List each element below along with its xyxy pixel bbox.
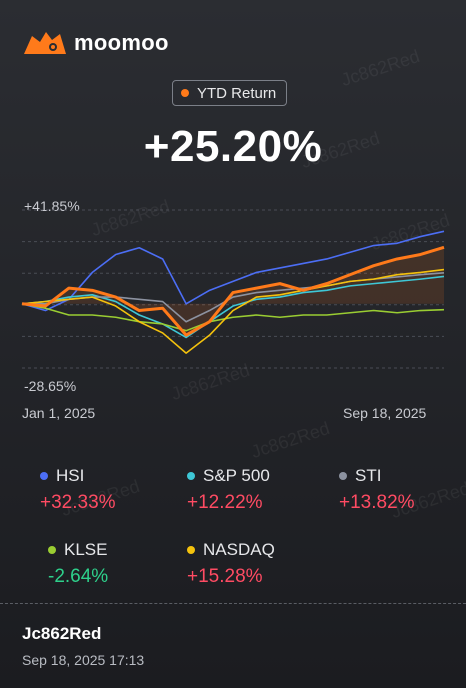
watermark: Jc862Red: [338, 45, 423, 91]
legend-nasdaq: NASDAQ +15.28%: [187, 540, 275, 588]
legend-sp500: S&P 500 +12.22%: [187, 466, 270, 514]
legend-sti: STI +13.82%: [339, 466, 415, 514]
series-line-nasdaq: [21, 268, 445, 354]
series-line-klse: [21, 303, 445, 332]
watermark: Jc862Red: [248, 417, 333, 463]
series-line-ytd-return: [21, 245, 445, 337]
hsi-dot: [40, 472, 48, 480]
y-axis-bottom-label: -28.65%: [24, 378, 77, 394]
legend-sp500-value: +12.22%: [187, 492, 263, 513]
x-axis-start-label: Jan 1, 2025: [22, 405, 96, 421]
legend-nasdaq-name: NASDAQ: [203, 540, 275, 559]
nasdaq-dot: [187, 546, 195, 554]
ytd-label: YTD Return: [197, 84, 277, 102]
app-header: moomoo: [22, 26, 169, 60]
series-line-hsi: [21, 230, 445, 312]
ytd-line-chart: [21, 209, 445, 369]
legend-klse-value: -2.64%: [48, 566, 109, 587]
brand-name: moomoo: [74, 30, 169, 55]
klse-dot: [48, 546, 56, 554]
legend-klse-name: KLSE: [64, 540, 108, 559]
ytd-return-value: +25.20%: [143, 122, 323, 171]
legend-sti-value: +13.82%: [339, 492, 415, 513]
legend-nasdaq-value: +15.28%: [187, 566, 263, 587]
x-axis-end-label: Sep 18, 2025: [343, 405, 427, 421]
legend-hsi-value: +32.33%: [40, 492, 116, 513]
series-line-s-p-500: [21, 275, 445, 339]
ytd-return-area: [22, 247, 444, 336]
legend-klse: KLSE -2.64%: [48, 540, 108, 588]
footer-divider: [0, 603, 466, 604]
legend-hsi-name: HSI: [56, 466, 85, 485]
ytd-return-chip: YTD Return: [172, 80, 288, 106]
timestamp: Sep 18, 2025 17:13: [22, 652, 145, 668]
sti-dot: [339, 472, 347, 480]
username: Jc862Red: [22, 624, 102, 643]
ytd-dot: [181, 89, 189, 97]
legend-hsi: HSI +32.33%: [40, 466, 116, 514]
moomoo-logo-icon: [24, 32, 66, 54]
legend-sti-name: STI: [355, 466, 382, 485]
legend-sp500-name: S&P 500: [203, 466, 270, 485]
sp500-dot: [187, 472, 195, 480]
